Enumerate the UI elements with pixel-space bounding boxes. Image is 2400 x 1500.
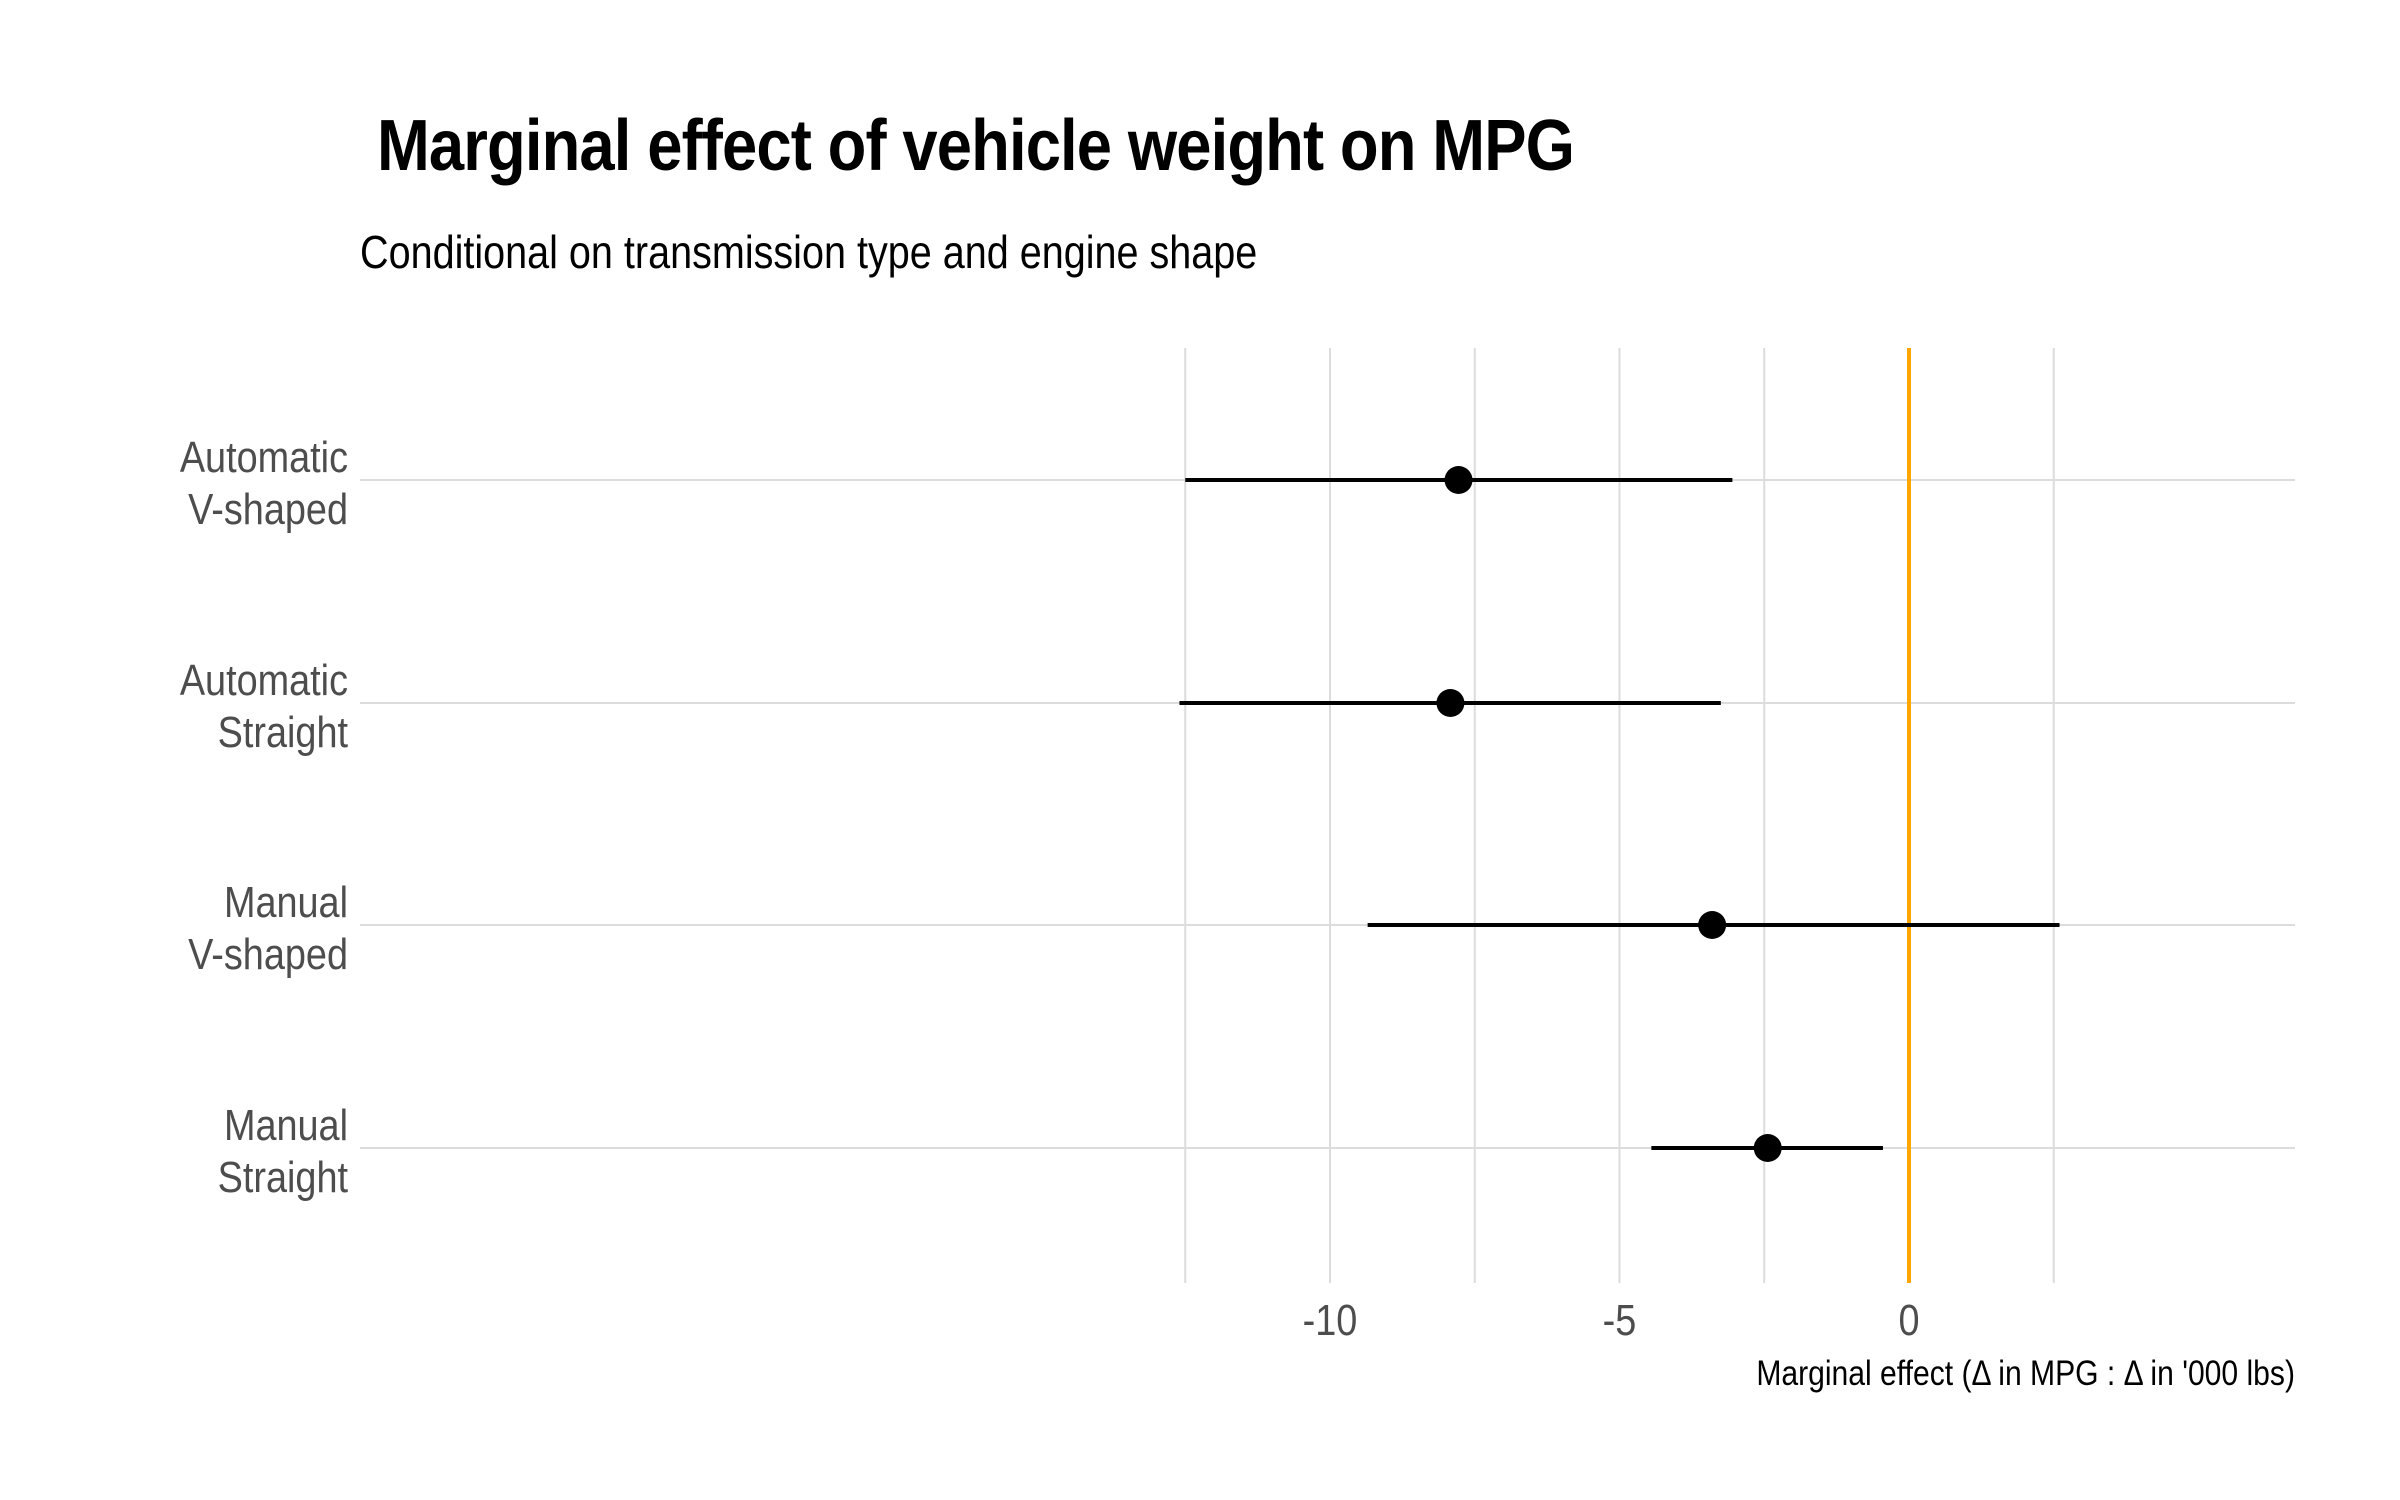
y-tick-label-line: Automatic (180, 432, 348, 481)
y-tick-label-line: Manual (224, 877, 348, 926)
y-tick-label-line: Straight (218, 707, 349, 756)
gridlines (360, 348, 2295, 1283)
x-axis-title: Marginal effect (Δ in MPG : Δ in '000 lb… (1756, 1353, 2295, 1393)
y-tick-label-line: Automatic (180, 655, 348, 704)
point-layer (1436, 466, 1782, 1162)
point-estimate (1436, 689, 1465, 717)
y-tick-label: Automatic Straight (180, 655, 349, 756)
y-tick-label-line: Manual (224, 1100, 348, 1149)
y-tick-label-line: Straight (218, 1152, 349, 1201)
x-tick-label: -10 (1303, 1295, 1358, 1344)
chart-subtitle: Conditional on transmission type and eng… (360, 226, 1258, 278)
x-tick-label: -5 (1603, 1295, 1637, 1344)
y-tick-label: Automatic V-shaped (180, 432, 348, 533)
y-tick-label-line: V-shaped (188, 929, 348, 978)
y-tick-label: Manual Straight (218, 1100, 349, 1201)
point-estimate (1444, 466, 1473, 494)
y-tick-label: Manual V-shaped (188, 877, 348, 978)
x-tick-label: 0 (1898, 1295, 1919, 1344)
point-estimate (1753, 1134, 1782, 1162)
y-tick-label-line: V-shaped (188, 484, 348, 533)
chart-title: Marginal effect of vehicle weight on MPG (377, 106, 1575, 186)
point-estimate (1698, 911, 1727, 939)
